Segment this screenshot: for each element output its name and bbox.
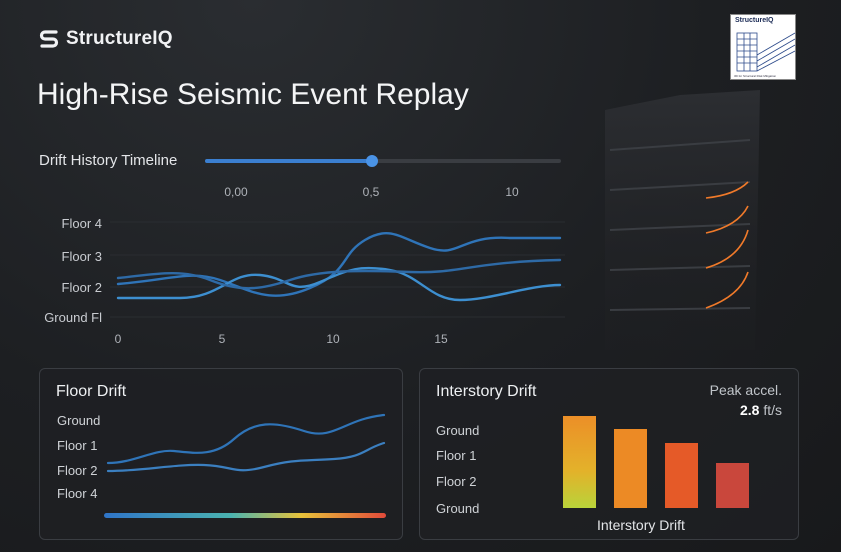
page-title: High-Rise Seismic Event Replay — [37, 78, 469, 111]
floor-drift-plot — [104, 413, 386, 518]
peak-value-number: 2.8 — [739, 402, 760, 418]
timeline-tick: 0,5 — [362, 185, 380, 199]
interstory-drift-panel: Interstory Drift Peak accel. 2.8 ft/s Gr… — [419, 368, 799, 540]
thumbnail-caption: 3D for Structural Risk Mitigation — [734, 74, 777, 78]
x-axis-label: 5 — [218, 332, 226, 346]
peak-value-unit: ft/s — [759, 402, 782, 418]
x-axis-label: 0 — [114, 332, 122, 346]
brand-name: StructureIQ — [66, 28, 173, 49]
bar — [563, 416, 596, 508]
timeline-tick: 0,00 — [224, 185, 248, 199]
y-axis-label: Floor 3 — [61, 249, 102, 264]
series-line — [106, 413, 386, 465]
floor-drift-panel: Floor Drift Ground Floor 1 Floor 2 Floor… — [39, 368, 403, 540]
y-axis-label: Floor 4 — [61, 216, 102, 231]
building-sketch-icon — [736, 32, 796, 72]
thumbnail-image[interactable]: StructureIQ 3D for Structural Risk Mitig… — [730, 14, 796, 80]
series-line — [106, 441, 386, 473]
peak-accel-value: 2.8 ft/s — [740, 402, 782, 418]
series-line — [116, 231, 562, 297]
x-axis-label: Interstory Drift — [597, 517, 685, 533]
timeline-slider[interactable] — [205, 155, 561, 167]
panel-title: Interstory Drift — [436, 383, 537, 400]
slider-thumb[interactable] — [366, 155, 379, 167]
x-axis-label: 15 — [434, 332, 448, 346]
y-axis-label: Floor 2 — [436, 474, 477, 489]
bar — [614, 429, 647, 508]
y-axis-label: Ground — [436, 423, 480, 438]
thumbnail-title: StructureIQ — [735, 17, 774, 24]
series-line — [116, 266, 562, 302]
y-axis-label: Ground — [57, 413, 101, 428]
y-axis-label: Floor 4 — [57, 486, 98, 501]
drift-arcs — [705, 181, 749, 309]
drift-history-plot — [110, 221, 565, 318]
building-illustration — [605, 90, 760, 350]
y-axis-label: Floor 2 — [61, 280, 102, 295]
s-logo-icon — [39, 30, 59, 48]
panel-title: Floor Drift — [56, 383, 127, 400]
y-axis-label: Floor 1 — [57, 438, 98, 453]
gradient-scale-bar — [104, 513, 386, 518]
bar — [665, 443, 698, 508]
y-axis-label: Floor 2 — [57, 463, 98, 478]
y-axis-label: Ground Fl — [44, 310, 102, 325]
peak-accel-label: Peak accel. — [709, 382, 782, 398]
timeline-label: Drift History Timeline — [39, 152, 178, 169]
timeline-tick: 10 — [505, 185, 519, 199]
slider-fill — [205, 159, 373, 163]
x-axis-label: 10 — [326, 332, 340, 346]
y-axis-label: Ground — [436, 501, 480, 516]
bar — [716, 463, 749, 508]
interstory-bars — [563, 416, 749, 508]
y-axis-label: Floor 1 — [436, 448, 477, 463]
series-line — [116, 258, 562, 290]
brand: StructureIQ — [38, 28, 173, 50]
